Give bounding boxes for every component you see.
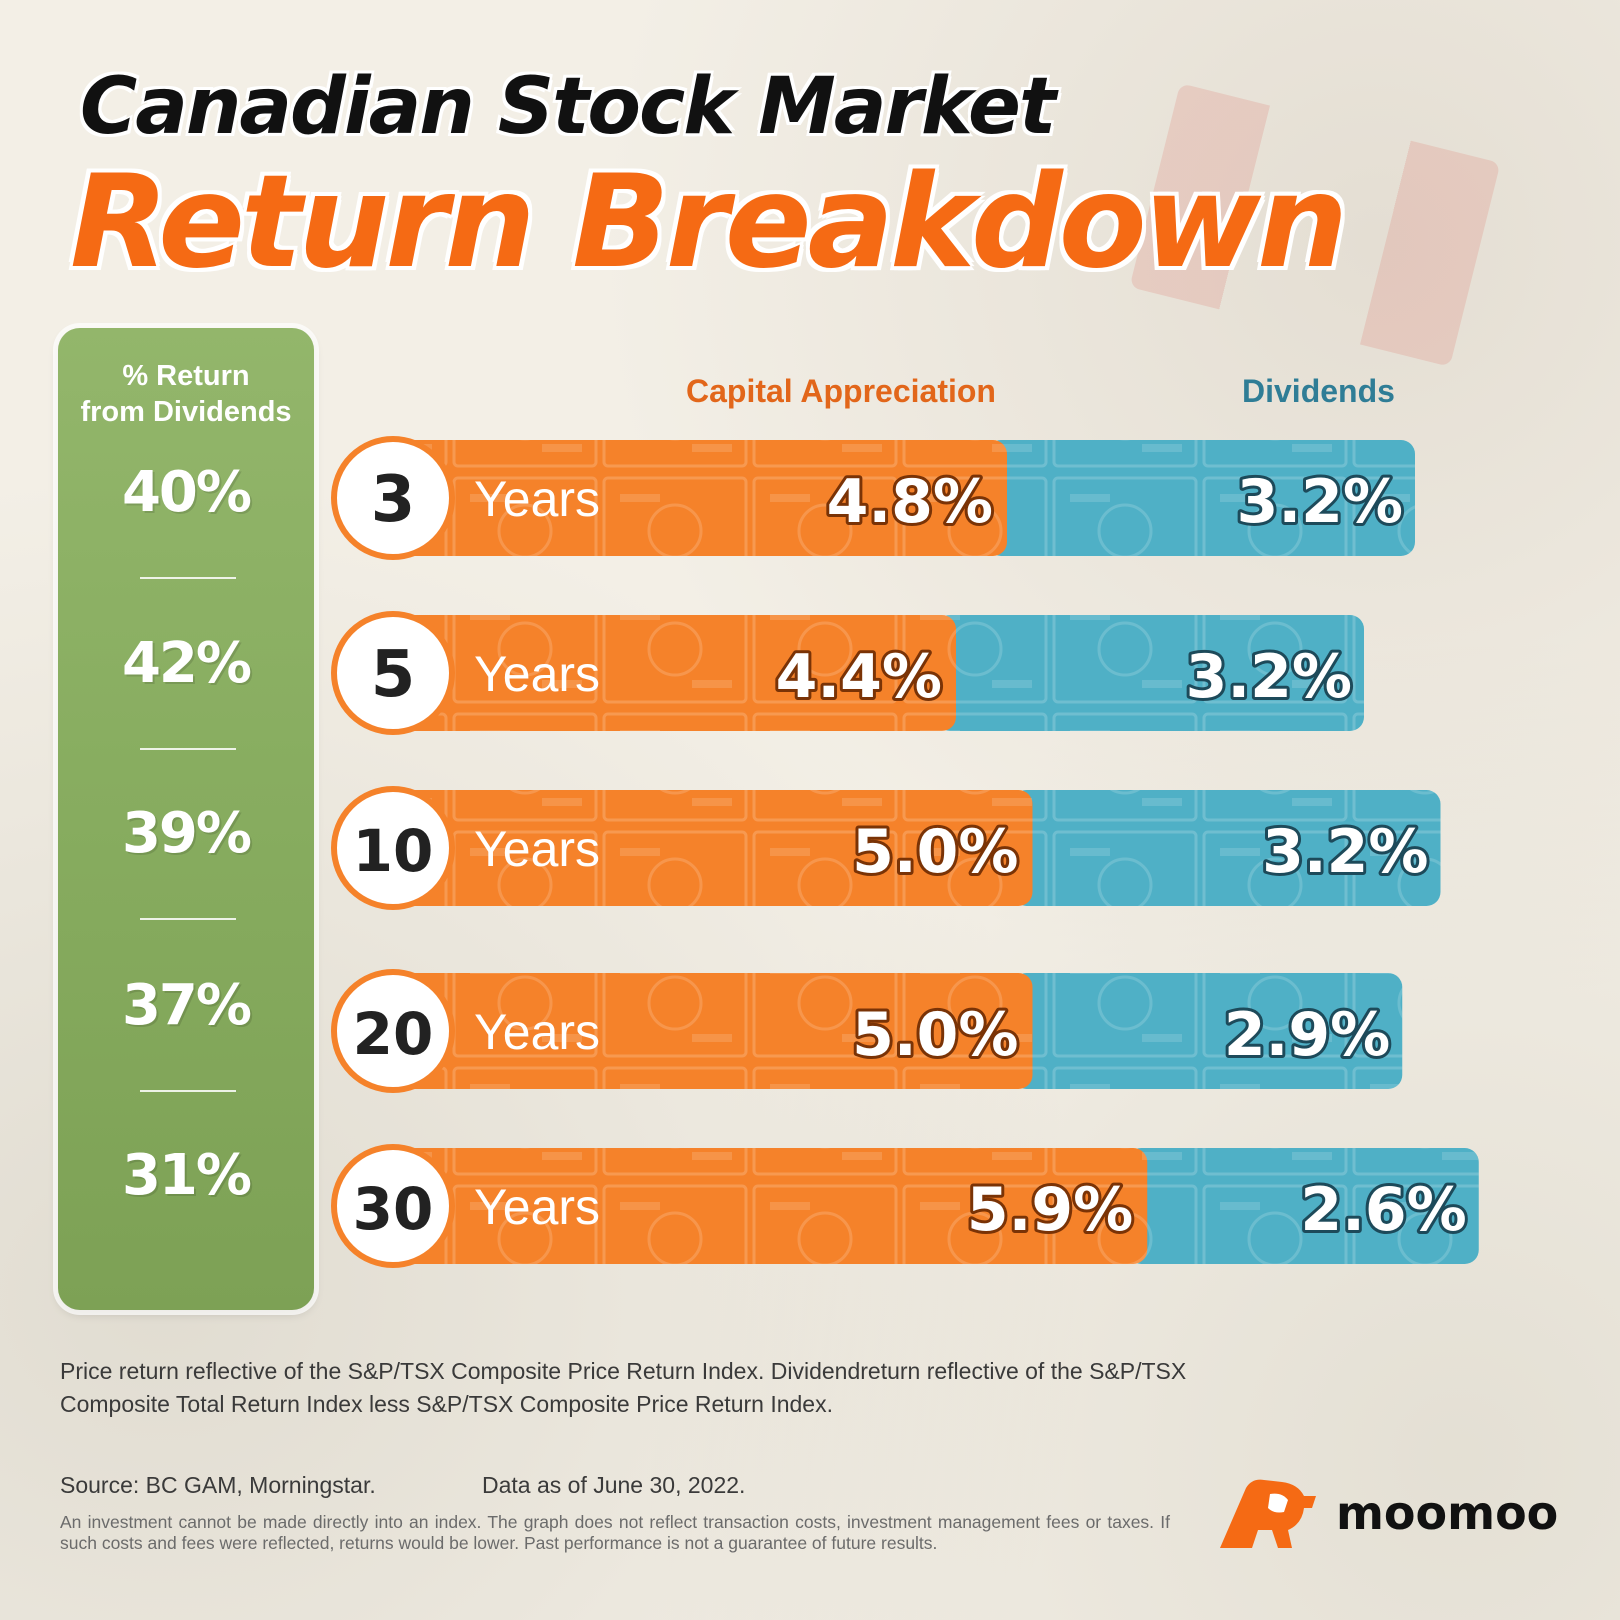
footnote-disclaimer: An investment cannot be made directly in… — [60, 1512, 1170, 1553]
footnote-methodology: Price return reflective of the S&P/TSX C… — [60, 1358, 1187, 1417]
capital-bar-texture-3 — [395, 440, 1007, 556]
dividend-share-3: 40% — [121, 460, 252, 525]
dividends-label-30: 2.6% — [1300, 1175, 1466, 1245]
capital-label-3: 4.8% — [827, 467, 993, 537]
moomoo-bull-icon — [1220, 1479, 1316, 1548]
dividends-label-10: 3.2% — [1262, 817, 1428, 887]
title-line-1: Canadian Stock Market — [80, 62, 1056, 152]
year-circle-3 — [331, 436, 455, 560]
footnote-date: Data as of June 30, 2022. — [482, 1472, 746, 1498]
dividends-bar-texture-20 — [1012, 973, 1403, 1089]
year-number-30: 30 — [353, 1175, 434, 1243]
capital-label-30: 5.9% — [967, 1175, 1133, 1245]
capital-bar-texture-20 — [395, 973, 1033, 1089]
panel-header-line1: % Return — [122, 360, 250, 392]
dividend-share-5: 42% — [121, 631, 252, 696]
panel-divider — [140, 918, 236, 920]
dividends-bar-texture-10 — [1012, 790, 1441, 906]
brand-name: moomoo — [1336, 1486, 1559, 1540]
year-number-20: 20 — [353, 1000, 434, 1068]
panel-header-line2: from Dividends — [80, 396, 292, 428]
capital-label-5: 4.4% — [776, 642, 942, 712]
dividends-label-3: 3.2% — [1237, 467, 1403, 537]
dividend-share-panel: % Return from Dividends 40% 42% 39% 37% 31% — [58, 328, 314, 1310]
panel-divider — [140, 748, 236, 750]
capital-bar-texture-30 — [395, 1148, 1148, 1264]
panel-divider — [140, 577, 236, 579]
dividend-share-10: 39% — [121, 801, 252, 866]
year-circle-10 — [331, 786, 455, 910]
dividends-bar-texture-5 — [936, 615, 1364, 731]
year-number-10: 10 — [353, 817, 434, 885]
capital-bar-texture-10 — [395, 790, 1033, 906]
capital-bar-texture-5 — [395, 615, 956, 731]
years-label-10: Years — [474, 821, 600, 877]
dividends-bar-texture-30 — [1127, 1148, 1479, 1264]
dividends-label-20: 2.9% — [1224, 1000, 1390, 1070]
years-label-3: Years — [474, 471, 600, 527]
year-number-5: 5 — [371, 638, 416, 712]
dividend-share-20: 37% — [121, 973, 252, 1038]
years-label-5: Years — [474, 646, 600, 702]
legend-dividends: Dividends — [1242, 373, 1395, 409]
years-label-20: Years — [474, 1004, 600, 1060]
year-circle-20 — [331, 969, 455, 1093]
years-label-30: Years — [474, 1179, 600, 1235]
legend-capital-appreciation: Capital Appreciation — [686, 373, 996, 409]
dividends-label-5: 3.2% — [1186, 642, 1352, 712]
capital-label-10: 5.0% — [852, 817, 1018, 887]
capital-label-20: 5.0% — [852, 1000, 1018, 1070]
year-circle-5 — [331, 611, 455, 735]
year-circle-30 — [331, 1144, 455, 1268]
panel-header: % Return from Dividends — [58, 358, 314, 430]
footnote-source: Source: BC GAM, Morningstar. — [60, 1472, 376, 1498]
dividend-share-30: 31% — [121, 1143, 252, 1208]
title-line-2: Return Breakdown — [70, 148, 1348, 297]
year-number-3: 3 — [371, 463, 416, 537]
brand-logo: moomoo — [1212, 1468, 1582, 1558]
dividends-bar-texture-3 — [987, 440, 1415, 556]
panel-divider — [140, 1090, 236, 1092]
